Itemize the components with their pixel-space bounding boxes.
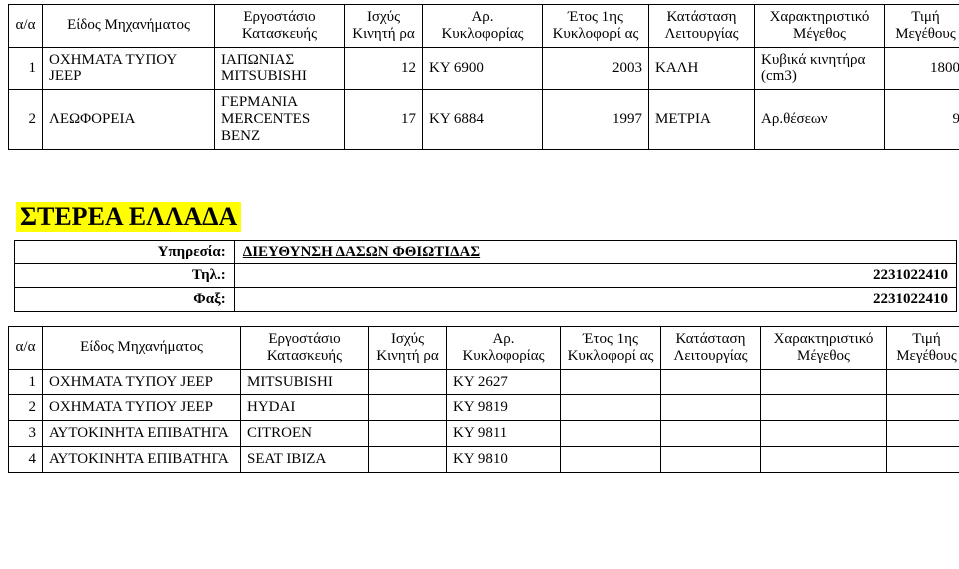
fax-value: 2231022410 [234,288,956,312]
cell-type: ΛΕΩΦΟΡΕΙΑ [43,90,215,149]
th-aa: α/α [9,5,43,48]
th-year: Έτος 1ης Κυκλοφορί ας [561,326,661,369]
cell-power [369,446,447,472]
th-plate: Αρ. Κυκλοφορίας [423,5,543,48]
cell-power [369,369,447,395]
cell-plate: ΚΥ 6884 [423,90,543,149]
th-aa: α/α [9,326,43,369]
cell-power: 17 [345,90,423,149]
cell-power [369,421,447,447]
cell-aa: 2 [9,90,43,149]
cell-charval: 9 [885,90,959,149]
tel-value: 2231022410 [234,264,956,288]
cell-year: 1997 [543,90,649,149]
cell-charsize: Κυβικά κινητήρα (cm3) [755,47,885,90]
cell-charval [887,446,959,472]
cell-factory: ΙΑΠΩΝΙΑΣ MITSUBISHI [215,47,345,90]
cell-aa: 1 [9,47,43,90]
table-row: 3 ΑΥΤΟΚΙΝΗΤΑ ΕΠΙΒΑΤΗΓΑ CITROEN ΚΥ 9811 [9,421,959,447]
cell-aa: 1 [9,369,43,395]
cell-charsize [761,395,887,421]
cell-aa: 2 [9,395,43,421]
cell-charsize [761,446,887,472]
cell-status [661,395,761,421]
cell-type: ΑΥΤΟΚΙΝΗΤΑ ΕΠΙΒΑΤΗΓΑ [43,421,241,447]
cell-power: 12 [345,47,423,90]
vehicles-table-1-body: 1 ΟΧΗΜΑΤΑ ΤΥΠΟΥ JEEP ΙΑΠΩΝΙΑΣ MITSUBISHI… [9,47,959,149]
th-status: Κατάσταση Λειτουργίας [661,326,761,369]
cell-status: ΚΑΛΗ [649,47,755,90]
cell-year [561,395,661,421]
cell-factory: MITSUBISHI [241,369,369,395]
cell-year: 2003 [543,47,649,90]
region-heading: ΣΤΕΡΕΑ ΕΛΛΑΔΑ [16,202,241,232]
vehicles-table-1: α/α Είδος Μηχανήματος Εργοστάσιο Κατασκε… [8,4,959,150]
th-charsize: Χαρακτηριστικό Μέγεθος [761,326,887,369]
table-row: 2 ΟΧΗΜΑΤΑ ΤΥΠΟΥ JEEP HYDAI ΚΥ 9819 [9,395,959,421]
service-info-table: Υπηρεσία: ΔΙΕΥΘΥΝΣΗ ΔΑΣΩΝ ΦΘΙΩΤΙΔΑΣ Τηλ.… [14,240,957,312]
cell-year [561,446,661,472]
fax-row: Φαξ: 2231022410 [15,288,957,312]
cell-plate: ΚΥ 2627 [447,369,561,395]
service-row: Υπηρεσία: ΔΙΕΥΘΥΝΣΗ ΔΑΣΩΝ ΦΘΙΩΤΙΔΑΣ [15,240,957,264]
th-factory: Εργοστάσιο Κατασκευής [241,326,369,369]
tel-row: Τηλ.: 2231022410 [15,264,957,288]
th-type: Είδος Μηχανήματος [43,5,215,48]
cell-charval [887,369,959,395]
cell-status [661,421,761,447]
cell-factory: CITROEN [241,421,369,447]
vehicles-table-1-head: α/α Είδος Μηχανήματος Εργοστάσιο Κατασκε… [9,5,959,48]
cell-year [561,369,661,395]
cell-charval: 1800 [885,47,959,90]
fax-label: Φαξ: [15,288,235,312]
vehicles-table-2-head: α/α Είδος Μηχανήματος Εργοστάσιο Κατασκε… [9,326,959,369]
cell-charsize: Αρ.θέσεων [755,90,885,149]
table-row: 2 ΛΕΩΦΟΡΕΙΑ ΓΕΡΜΑΝΙΑ MERCENTES BENZ 17 Κ… [9,90,959,149]
cell-charsize [761,369,887,395]
cell-aa: 3 [9,421,43,447]
th-plate: Αρ. Κυκλοφορίας [447,326,561,369]
cell-plate: ΚΥ 9811 [447,421,561,447]
cell-plate: ΚΥ 6900 [423,47,543,90]
th-power: Ισχύς Κινητή ρα [345,5,423,48]
cell-factory: ΓΕΡΜΑΝΙΑ MERCENTES BENZ [215,90,345,149]
cell-status [661,446,761,472]
tel-label: Τηλ.: [15,264,235,288]
cell-charval [887,395,959,421]
table-row: 4 ΑΥΤΟΚΙΝΗΤΑ ΕΠΙΒΑΤΗΓΑ SEAT IBIZA ΚΥ 981… [9,446,959,472]
th-power: Ισχύς Κινητή ρα [369,326,447,369]
th-factory: Εργοστάσιο Κατασκευής [215,5,345,48]
vehicles-table-2-body: 1 ΟΧΗΜΑΤΑ ΤΥΠΟΥ JEEP MITSUBISHI ΚΥ 2627 … [9,369,959,472]
cell-status: ΜΕΤΡΙΑ [649,90,755,149]
cell-year [561,421,661,447]
th-charval: Τιμή Μεγέθους [887,326,959,369]
cell-aa: 4 [9,446,43,472]
cell-type: ΟΧΗΜΑΤΑ ΤΥΠΟΥ JEEP [43,47,215,90]
cell-status [661,369,761,395]
cell-type: ΑΥΤΟΚΙΝΗΤΑ ΕΠΙΒΑΤΗΓΑ [43,446,241,472]
table-row: 1 ΟΧΗΜΑΤΑ ΤΥΠΟΥ JEEP ΙΑΠΩΝΙΑΣ MITSUBISHI… [9,47,959,90]
service-value: ΔΙΕΥΘΥΝΣΗ ΔΑΣΩΝ ΦΘΙΩΤΙΔΑΣ [234,240,956,264]
th-year: Έτος 1ης Κυκλοφορί ας [543,5,649,48]
cell-factory: HYDAI [241,395,369,421]
cell-type: ΟΧΗΜΑΤΑ ΤΥΠΟΥ JEEP [43,395,241,421]
service-label: Υπηρεσία: [15,240,235,264]
table-row: 1 ΟΧΗΜΑΤΑ ΤΥΠΟΥ JEEP MITSUBISHI ΚΥ 2627 [9,369,959,395]
th-status: Κατάσταση Λειτουργίας [649,5,755,48]
cell-power [369,395,447,421]
th-type: Είδος Μηχανήματος [43,326,241,369]
cell-charsize [761,421,887,447]
th-charsize: Χαρακτηριστικό Μέγεθος [755,5,885,48]
cell-type: ΟΧΗΜΑΤΑ ΤΥΠΟΥ JEEP [43,369,241,395]
cell-charval [887,421,959,447]
cell-plate: ΚΥ 9810 [447,446,561,472]
vehicles-table-2: α/α Είδος Μηχανήματος Εργοστάσιο Κατασκε… [8,326,959,473]
th-charval: Τιμή Μεγέθους [885,5,959,48]
cell-plate: ΚΥ 9819 [447,395,561,421]
cell-factory: SEAT IBIZA [241,446,369,472]
